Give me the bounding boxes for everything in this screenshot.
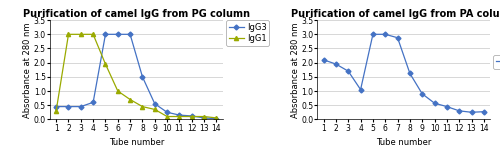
IgG1 bbox=[90, 33, 96, 35]
IgG1 bbox=[152, 108, 158, 110]
IgG2 bbox=[320, 59, 326, 61]
X-axis label: Tube number: Tube number bbox=[376, 138, 432, 147]
IgG2 bbox=[419, 93, 425, 95]
IgG3 bbox=[214, 118, 220, 120]
IgG1 bbox=[66, 33, 71, 35]
IgG2 bbox=[456, 110, 462, 112]
IgG3 bbox=[188, 115, 194, 117]
IgG1 bbox=[214, 117, 220, 119]
IgG3 bbox=[115, 33, 121, 35]
X-axis label: Tube number: Tube number bbox=[108, 138, 164, 147]
IgG2 bbox=[407, 73, 413, 74]
Title: Purification of camel IgG from PA column: Purification of camel IgG from PA column bbox=[291, 9, 500, 19]
IgG3 bbox=[102, 33, 108, 35]
IgG1 bbox=[201, 116, 207, 117]
IgG1 bbox=[127, 99, 133, 100]
IgG3 bbox=[90, 101, 96, 103]
IgG2 bbox=[333, 63, 339, 65]
IgG2 bbox=[382, 33, 388, 35]
IgG3 bbox=[140, 76, 145, 78]
IgG2 bbox=[468, 111, 474, 113]
Line: IgG2: IgG2 bbox=[322, 33, 486, 114]
Y-axis label: Absorbance at 280 nm: Absorbance at 280 nm bbox=[291, 22, 300, 117]
IgG3 bbox=[66, 106, 71, 108]
IgG1 bbox=[176, 116, 182, 117]
IgG3 bbox=[127, 33, 133, 35]
IgG3 bbox=[78, 106, 84, 108]
IgG1 bbox=[102, 63, 108, 65]
IgG1 bbox=[53, 110, 59, 112]
IgG2 bbox=[481, 111, 487, 113]
IgG3 bbox=[176, 114, 182, 116]
IgG1 bbox=[188, 116, 194, 117]
Y-axis label: Absorbance at 280 nm: Absorbance at 280 nm bbox=[24, 22, 32, 117]
Legend: IgG2: IgG2 bbox=[494, 55, 500, 69]
Title: Purification of camel IgG from PG column: Purification of camel IgG from PG column bbox=[23, 9, 250, 19]
IgG2 bbox=[444, 106, 450, 108]
IgG2 bbox=[346, 70, 352, 72]
Line: IgG3: IgG3 bbox=[54, 33, 218, 121]
IgG3 bbox=[164, 111, 170, 113]
IgG3 bbox=[152, 103, 158, 105]
IgG2 bbox=[394, 37, 400, 39]
IgG1 bbox=[78, 33, 84, 35]
Legend: IgG3, IgG1: IgG3, IgG1 bbox=[226, 20, 269, 46]
IgG1 bbox=[115, 90, 121, 92]
IgG1 bbox=[164, 116, 170, 117]
IgG2 bbox=[358, 89, 364, 91]
Line: IgG1: IgG1 bbox=[54, 32, 218, 120]
IgG3 bbox=[201, 117, 207, 119]
IgG1 bbox=[140, 106, 145, 108]
IgG2 bbox=[432, 102, 438, 104]
IgG2 bbox=[370, 33, 376, 35]
IgG3 bbox=[53, 106, 59, 108]
